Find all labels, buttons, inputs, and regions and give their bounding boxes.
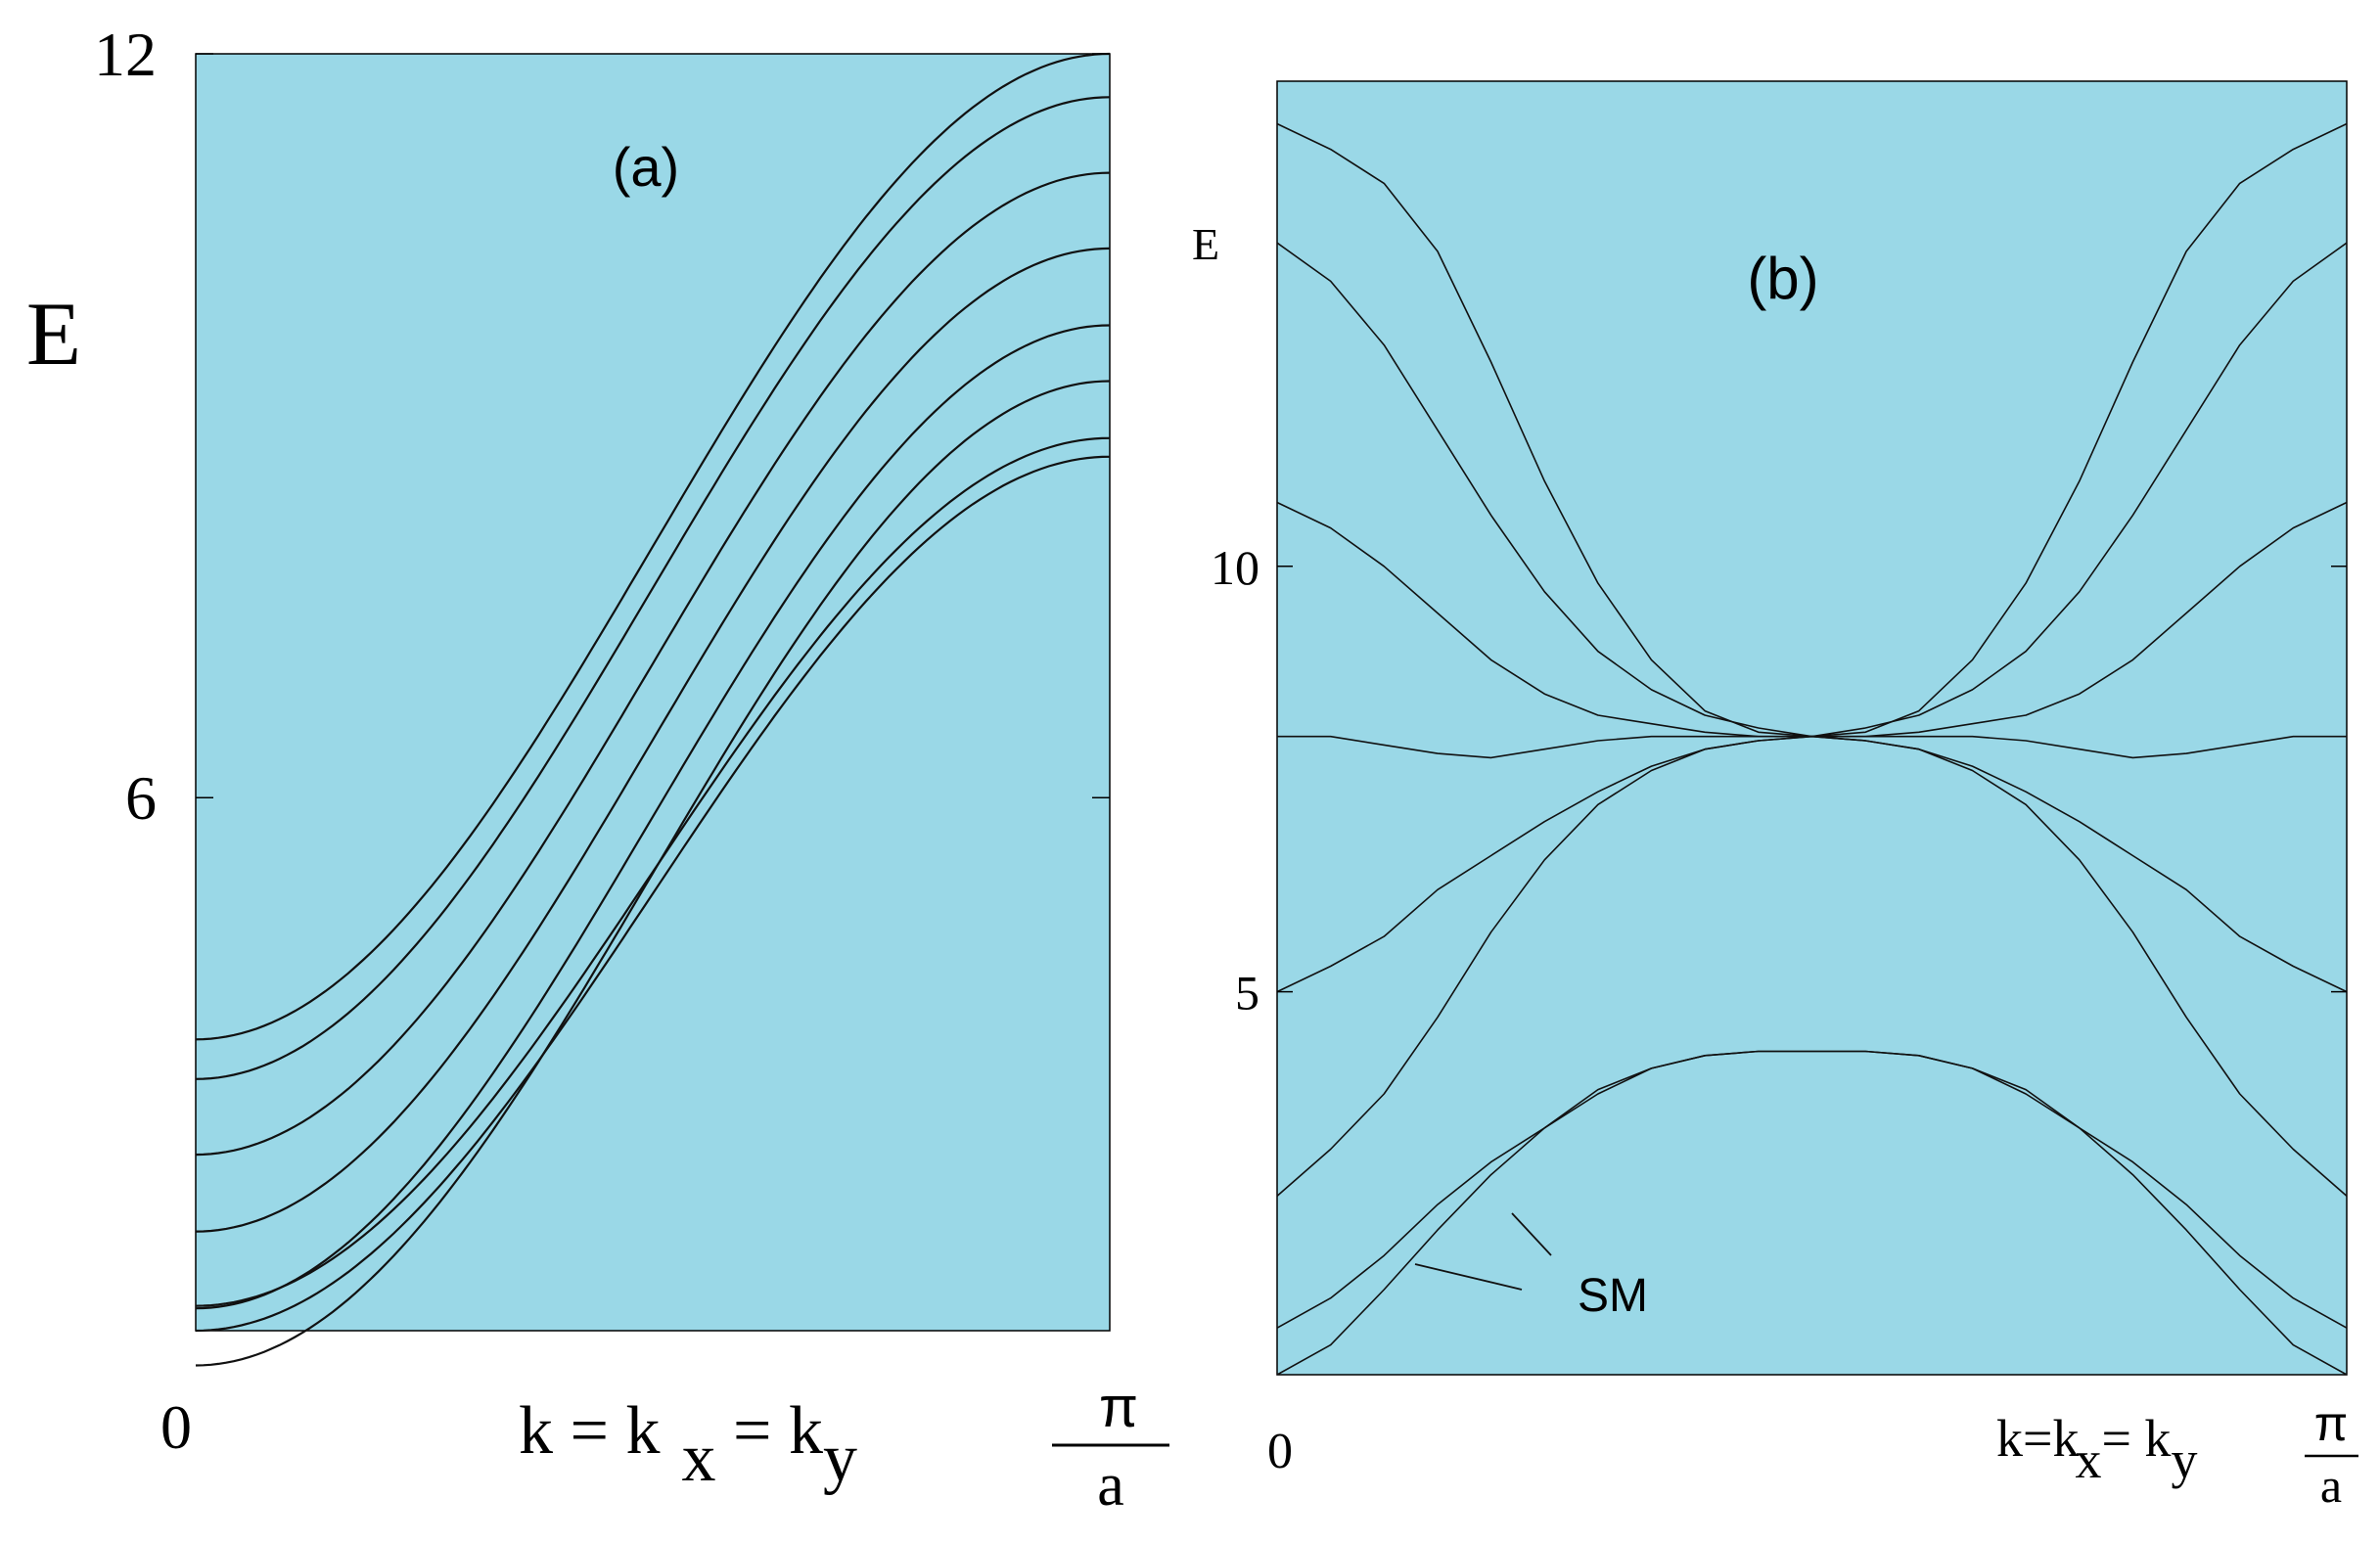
panel-b-band-6 [1276, 735, 2348, 1198]
sm-arrow-2 [1511, 1212, 1552, 1256]
panel-a-band-5 [195, 324, 1111, 1310]
panel-a-band-1 [195, 52, 1111, 1041]
panel-a-xtick-left: 0 [160, 1392, 192, 1462]
sm-arrow-1 [1414, 1263, 1523, 1291]
panel-a: 12 6 (a) E 0 k = k x = ky π a [26, 20, 1169, 1519]
panel-b-xlabel-k: k=k [1996, 1409, 2079, 1468]
panel-b-xtick-right-numerator: π [2314, 1396, 2349, 1451]
panel-a-xlabel-sub-y: y [823, 1421, 857, 1496]
panel-a-ytick-label-2: 6 [125, 763, 157, 833]
panel-a-ytick-label-1: 12 [94, 20, 157, 89]
panel-b-background [1276, 80, 2348, 1376]
panel-b-xlabel-eq: = k [2101, 1409, 2171, 1468]
panel-a-xlabel-sub-x: x [681, 1421, 715, 1496]
panel-a-xtick-right-numerator: π [1099, 1376, 1138, 1439]
panel-a-background [195, 53, 1111, 1332]
panel-a-band-8 [195, 455, 1111, 1333]
panel-a-xlabel-k: k = k [519, 1393, 660, 1469]
panel-b-ylabel: E [1192, 219, 1219, 269]
panel-b: 10 5 (b) E 0 k=kx= ky π a SM [1192, 80, 2358, 1513]
panel-b-xlabel-sub-x: x [2075, 1430, 2101, 1489]
panel-b-ytick-label-1: 10 [1211, 540, 1259, 595]
panel-b-ticks: 10 5 [1211, 540, 2347, 1021]
panel-b-xtick-left: 0 [1267, 1424, 1293, 1479]
panel-b-label: (b) [1747, 246, 1818, 311]
panel-b-xlabel-sub-y: y [2171, 1430, 2197, 1489]
panel-a-ylabel: E [26, 284, 81, 384]
panel-a-xlabel-eq: = k [715, 1393, 822, 1469]
panel-b-ytick-label-2: 5 [1235, 966, 1259, 1021]
panel-a-band-2 [195, 96, 1111, 1080]
panel-a-curves [195, 52, 1111, 1367]
panel-b-band-8 [1276, 1050, 2348, 1376]
panel-a-xlabel: k = k x = ky [519, 1393, 857, 1496]
panel-a-band-3 [195, 171, 1111, 1157]
panel-a-band-7 [195, 436, 1111, 1307]
panel-a-band-4 [195, 247, 1111, 1233]
panel-b-xlabel: k=kx= ky [1996, 1409, 2197, 1489]
panel-a-label: (a) [613, 136, 679, 198]
panel-a-ticks: 12 6 [94, 20, 1110, 833]
panel-b-annotation-sm: SM [1578, 1270, 1648, 1322]
panel-b-curves [1276, 122, 2348, 1376]
panel-a-xtick-right-denominator: a [1097, 1452, 1124, 1519]
panel-b-xtick-right-denominator: a [2320, 1458, 2342, 1513]
